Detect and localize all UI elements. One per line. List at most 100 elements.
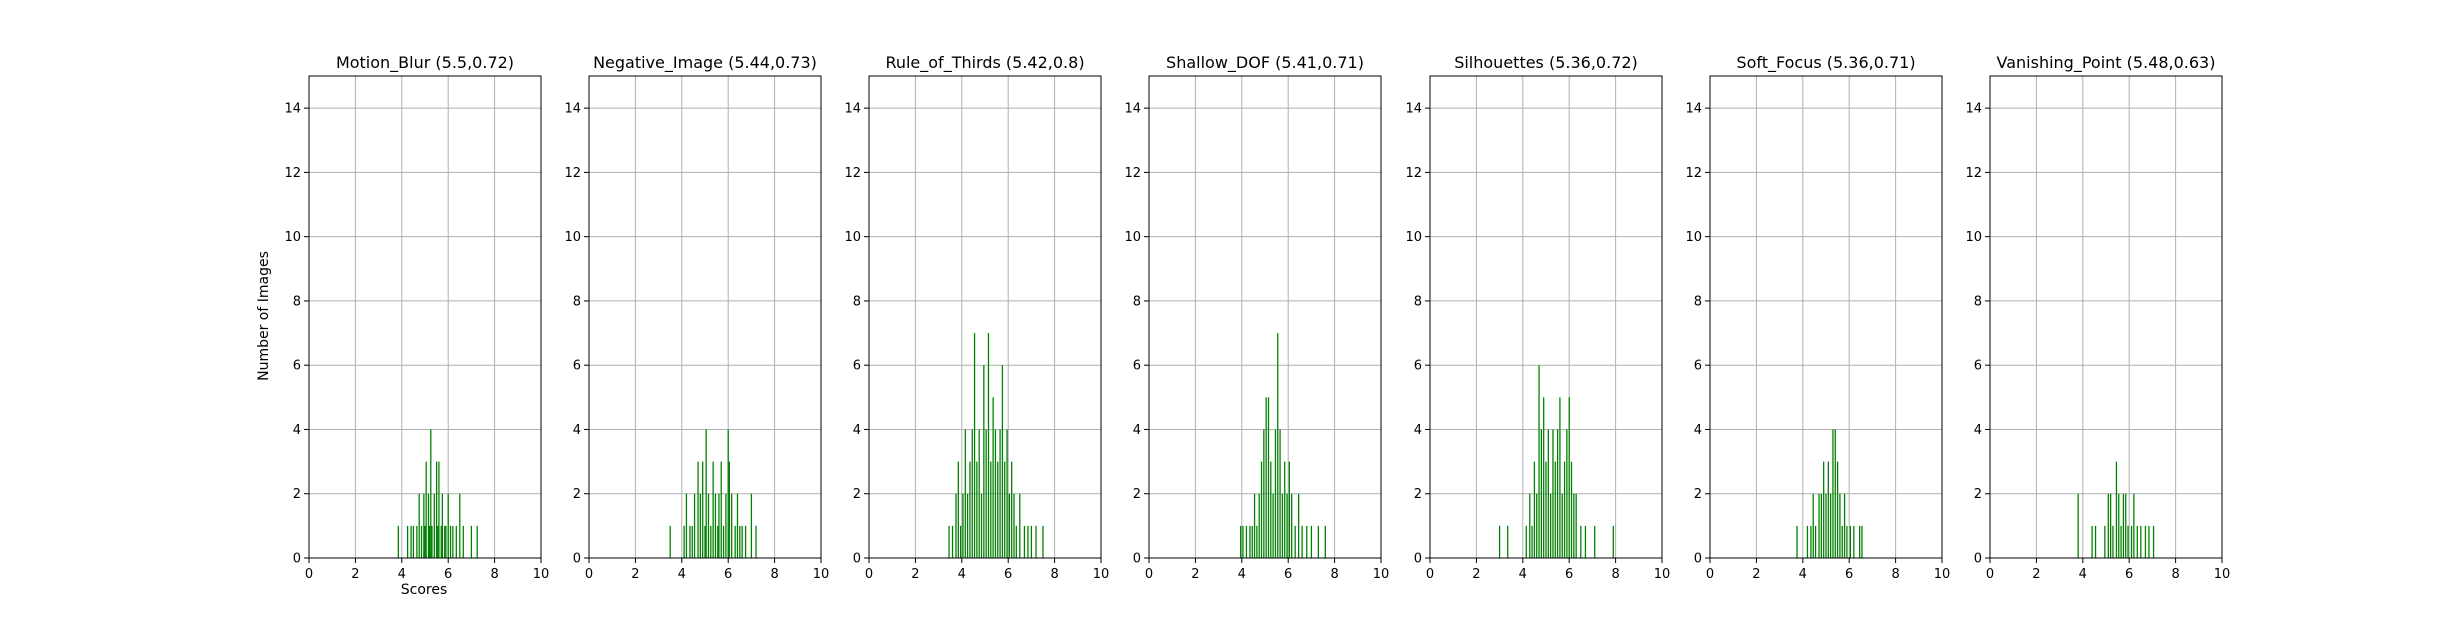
x-tick-label: 2 [1752, 567, 1760, 582]
axes-frame [1429, 75, 1663, 559]
histogram-bar [425, 461, 427, 558]
y-tick-label: 2 [293, 487, 301, 502]
histogram-bar [718, 493, 720, 558]
histogram-bar [966, 493, 969, 558]
histogram-bar [1272, 493, 1274, 558]
histogram-bar [1263, 429, 1265, 558]
x-tick-label: 4 [958, 567, 966, 582]
x-tick-label: 6 [1565, 567, 1573, 582]
histogram-bar [1559, 397, 1561, 558]
histogram-bar [1570, 461, 1573, 558]
x-tick-label: 8 [1330, 567, 1338, 582]
x-tick-label: 8 [1611, 567, 1619, 582]
histogram-bar [689, 525, 691, 558]
histogram-bar [685, 493, 688, 558]
histogram-bar [969, 461, 971, 558]
histogram-bar [410, 525, 412, 558]
histogram-bar [1249, 525, 1251, 558]
y-tick-label: 6 [1414, 359, 1422, 374]
histogram-bar [2133, 493, 2135, 558]
histogram-bar [973, 333, 976, 558]
x-tick-label: 0 [305, 567, 313, 582]
chart-title: Motion_Blur (5.5,0.72) [336, 53, 514, 73]
panel-7: 0 2 4 6 8 10 0 2 4 6 8 10 12 14 Vanishing_Point (5.48,… [1965, 53, 2230, 582]
x-tick-label: 10 [1934, 567, 1951, 582]
histogram-bar [1286, 493, 1288, 558]
panel-3: 0 2 4 6 8 10 0 2 4 6 8 10 12 14 Rule_of_Thirds (5.42,0… [844, 53, 1109, 582]
histogram-bar [2110, 493, 2112, 558]
histogram-bar [2107, 493, 2109, 558]
histogram-bar [2118, 493, 2120, 558]
histogram-bar [429, 525, 431, 558]
histogram-bar [1823, 461, 1825, 558]
y-tick-label: 6 [1974, 359, 1982, 374]
y-tick-label: 8 [1133, 294, 1141, 309]
histogram-bar [1011, 461, 1013, 558]
y-tick-label: 14 [844, 102, 861, 117]
histogram-bar [1035, 525, 1037, 558]
x-tick-label: 6 [1284, 567, 1292, 582]
histogram-bar [1573, 493, 1575, 558]
histogram-bar [1806, 525, 1809, 558]
y-tick-label: 12 [844, 166, 861, 181]
histogram-bar [2125, 493, 2127, 558]
y-tick-label: 0 [293, 552, 301, 567]
histogram-bar [987, 333, 990, 558]
y-tick-label: 4 [573, 423, 581, 438]
y-tick-label: 8 [853, 294, 861, 309]
histogram-bar [699, 493, 701, 558]
histogram-bar [433, 493, 435, 558]
chart-title: Negative_Image (5.44,0.73) [593, 53, 817, 73]
x-tick-label: 2 [631, 567, 639, 582]
histogram-bar [1265, 397, 1267, 558]
histogram-bar [948, 525, 950, 558]
histogram-bar [1294, 525, 1296, 558]
histogram-bar [962, 493, 964, 558]
histogram-bar [704, 525, 706, 558]
histogram-bar [1301, 525, 1303, 558]
x-tick-label: 8 [490, 567, 498, 582]
histogram-bar [994, 429, 997, 558]
histogram-bar [992, 397, 994, 558]
histogram-bar [1291, 493, 1293, 558]
histogram-bar [1260, 461, 1263, 558]
histogram-bar [1507, 525, 1509, 558]
x-tick-label: 0 [1426, 567, 1434, 582]
histogram-bar [1288, 461, 1290, 558]
histogram-bar [1538, 365, 1540, 558]
histogram-bar [2077, 493, 2079, 558]
y-tick-label: 2 [573, 487, 581, 502]
y-tick-label: 12 [1965, 166, 1982, 181]
y-tick-label: 14 [1405, 102, 1422, 117]
histogram-bar [1836, 461, 1839, 558]
histogram-bar [1245, 525, 1248, 558]
x-tick-label: 2 [1472, 567, 1480, 582]
histogram-bar [1566, 429, 1568, 558]
chart-title: Silhouettes (5.36,0.72) [1454, 53, 1638, 72]
y-tick-label: 0 [1974, 552, 1982, 567]
histogram-bar [990, 461, 992, 558]
histogram-bar [1279, 429, 1281, 558]
histogram-bar [1550, 493, 1552, 558]
histogram-bar [1561, 493, 1563, 558]
y-tick-label: 2 [1974, 487, 1982, 502]
histogram-bar [1258, 493, 1260, 558]
histogram-bar [1015, 525, 1017, 558]
y-tick-label: 14 [284, 102, 301, 117]
histogram-bar [1543, 397, 1545, 558]
histogram-bar [2120, 525, 2122, 558]
histogram-bar [1825, 493, 1827, 558]
histogram-bar [2094, 525, 2097, 558]
histogram-bar [1849, 525, 1851, 558]
histogram-bar [741, 525, 743, 558]
histogram-bar [1498, 525, 1501, 558]
y-tick-label: 14 [564, 102, 581, 117]
histogram-bar [683, 525, 685, 558]
histogram-bar [707, 493, 710, 558]
histogram-bar [750, 493, 753, 558]
histogram-bar [438, 461, 440, 558]
histogram-bar [1006, 429, 1008, 558]
panel-1: 0 2 4 6 8 10 0 2 4 6 8 10 12 14 Motion_Blur (5.5,0.72) [284, 53, 549, 582]
histogram-bar [412, 525, 415, 558]
